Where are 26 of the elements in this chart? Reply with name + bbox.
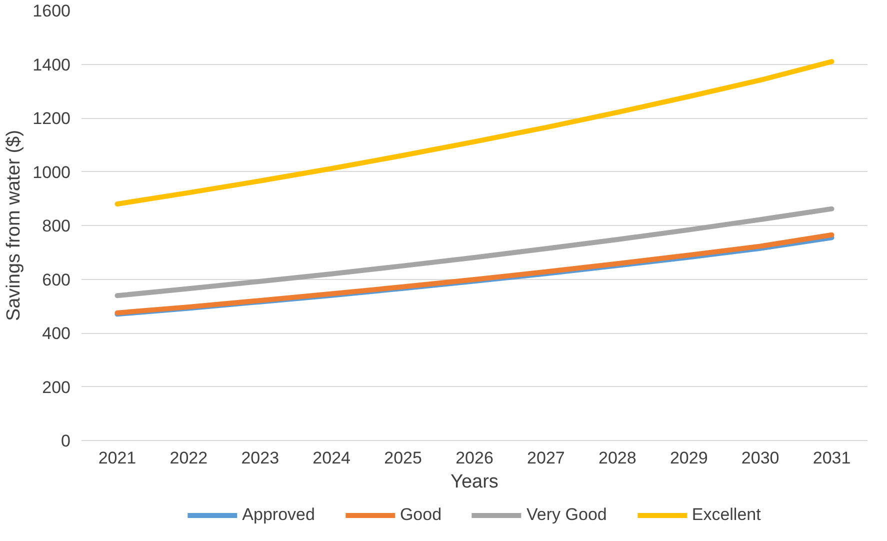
y-tick-label: 400 xyxy=(42,324,71,343)
y-tick-label: 1000 xyxy=(32,162,71,182)
y-tick-label: 800 xyxy=(42,216,71,236)
x-tick-label: 2026 xyxy=(456,448,494,468)
legend-label: Approved xyxy=(242,505,315,525)
x-tick-label: 2023 xyxy=(241,448,280,468)
legend-label: Very Good xyxy=(526,505,607,525)
x-tick-label: 2025 xyxy=(384,448,422,468)
legend-label: Good xyxy=(400,505,442,525)
x-tick-label: 2021 xyxy=(98,448,136,468)
x-tick-label: 2022 xyxy=(170,448,208,468)
legend-label: Excellent xyxy=(692,505,761,525)
y-tick-label: 200 xyxy=(42,378,71,397)
x-axis-title: Years xyxy=(450,472,498,492)
y-tick-label: 600 xyxy=(42,270,71,290)
y-tick-label: 0 xyxy=(61,432,71,450)
y-tick-label: 1400 xyxy=(32,55,71,74)
x-tick-label: 2027 xyxy=(527,448,565,468)
y-axis-title: Savings from water ($) xyxy=(4,130,25,322)
x-tick-label: 2024 xyxy=(312,448,351,468)
x-tick-label: 2031 xyxy=(812,448,851,468)
y-tick-label: 1200 xyxy=(32,109,71,128)
y-tick-label: 1600 xyxy=(32,2,71,20)
x-tick-label: 2028 xyxy=(598,448,636,468)
x-tick-label: 2029 xyxy=(670,448,708,468)
x-tick-label: 2030 xyxy=(741,448,780,468)
